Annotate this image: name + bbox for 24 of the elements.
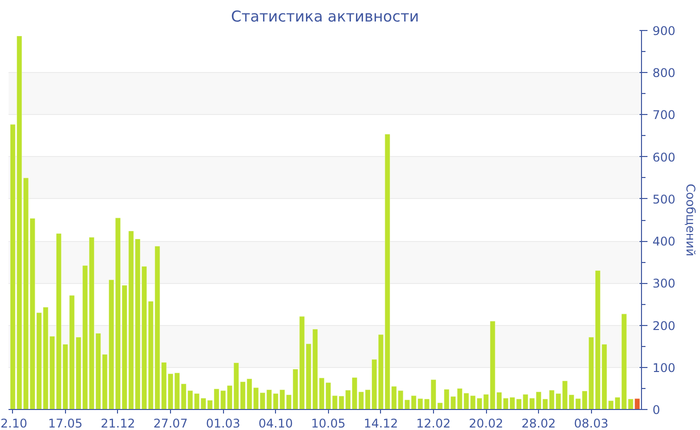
chart-title: Статистика активности	[231, 8, 419, 26]
x-tick-label: 12.02	[416, 416, 451, 430]
x-tick-label: 14.12	[364, 416, 398, 430]
x-tick-label: 28.02	[521, 416, 556, 430]
x-tick-label: 17.05	[48, 416, 83, 430]
x-tick-label: 10.05	[311, 416, 346, 430]
y-tick-label: 0	[652, 403, 660, 417]
x-tick-label: 08.03	[574, 416, 608, 430]
x-tick-label: 2.10	[0, 416, 28, 430]
y-tick-label: 500	[652, 192, 676, 206]
y-tick-label: 900	[652, 24, 676, 38]
y-tick-label: 100	[652, 360, 676, 375]
y-tick-label: 300	[652, 276, 676, 291]
x-tick-label: 21.12	[100, 416, 136, 430]
x-tick-label: 01.03	[206, 416, 240, 430]
x-tick-label: 04.10	[258, 416, 293, 430]
y-tick-label: 800	[652, 66, 676, 80]
y-tick-label: 400	[652, 234, 676, 249]
y-tick-label: 600	[652, 150, 676, 164]
x-tick-label: 27.07	[153, 416, 188, 430]
x-tick-label: 20.02	[468, 416, 504, 430]
y-axis-title: Сообщений	[683, 184, 698, 256]
y-tick-label: 700	[652, 108, 676, 122]
y-tick-label: 200	[652, 318, 676, 333]
